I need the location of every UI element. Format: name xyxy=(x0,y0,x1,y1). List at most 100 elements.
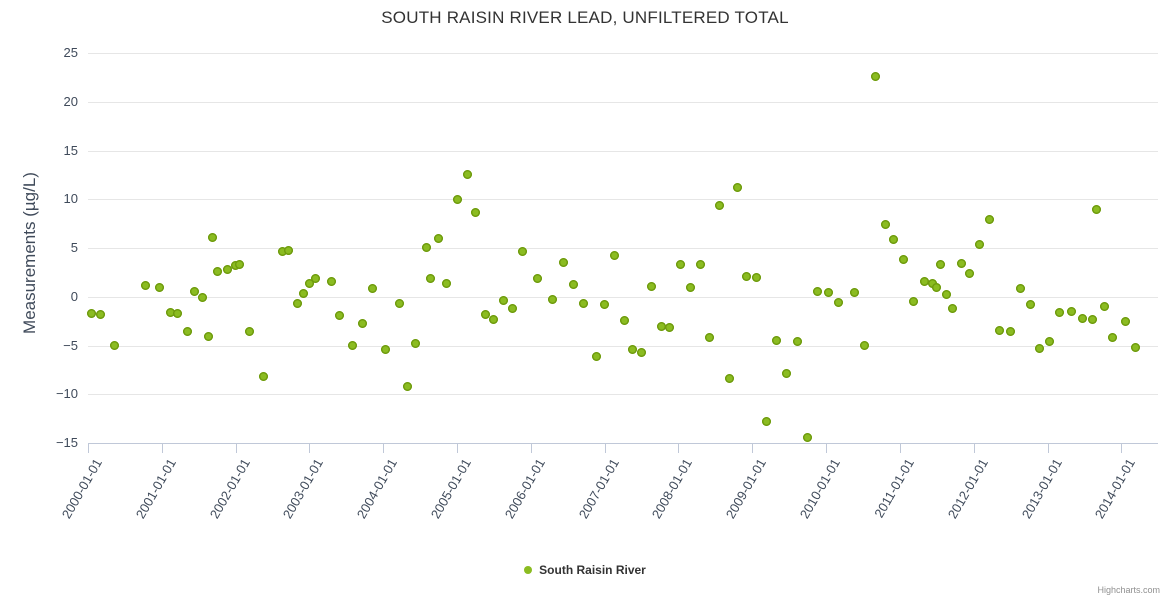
scatter-point[interactable] xyxy=(628,344,638,354)
scatter-point[interactable] xyxy=(480,309,490,319)
scatter-point[interactable] xyxy=(909,297,919,307)
scatter-point[interactable] xyxy=(259,372,269,382)
scatter-point[interactable] xyxy=(591,351,601,361)
scatter-point[interactable] xyxy=(173,308,183,318)
scatter-point[interactable] xyxy=(935,260,945,270)
scatter-point[interactable] xyxy=(714,200,724,210)
scatter-point[interactable] xyxy=(189,287,199,297)
scatter-point[interactable] xyxy=(1026,300,1036,310)
scatter-point[interactable] xyxy=(636,347,646,357)
scatter-point[interactable] xyxy=(532,273,542,283)
scatter-point[interactable] xyxy=(860,341,870,350)
scatter-point[interactable] xyxy=(1120,316,1130,326)
scatter-point[interactable] xyxy=(411,339,421,349)
scatter-point[interactable] xyxy=(932,282,942,292)
scatter-point[interactable] xyxy=(403,381,413,391)
scatter-point[interactable] xyxy=(833,298,843,308)
scatter-point[interactable] xyxy=(1005,327,1015,337)
scatter-point[interactable] xyxy=(761,417,771,427)
scatter-point[interactable] xyxy=(244,327,254,337)
scatter-point[interactable] xyxy=(600,300,610,310)
scatter-point[interactable] xyxy=(1130,342,1140,352)
scatter-point[interactable] xyxy=(646,281,656,291)
scatter-point[interactable] xyxy=(675,260,685,270)
scatter-point[interactable] xyxy=(792,337,802,347)
scatter-point[interactable] xyxy=(751,272,761,282)
scatter-point[interactable] xyxy=(434,233,444,243)
scatter-point[interactable] xyxy=(942,290,952,300)
plot-area[interactable] xyxy=(87,53,1158,444)
scatter-point[interactable] xyxy=(298,289,308,299)
scatter-point[interactable] xyxy=(686,283,696,293)
scatter-point[interactable] xyxy=(823,288,833,298)
scatter-point[interactable] xyxy=(803,432,813,442)
scatter-point[interactable] xyxy=(665,323,675,333)
scatter-point[interactable] xyxy=(1092,205,1102,215)
scatter-point[interactable] xyxy=(182,327,192,337)
scatter-point[interactable] xyxy=(507,303,517,313)
scatter-point[interactable] xyxy=(956,259,966,269)
scatter-point[interactable] xyxy=(569,279,579,289)
scatter-point[interactable] xyxy=(741,271,751,281)
scatter-point[interactable] xyxy=(964,268,974,278)
scatter-point[interactable] xyxy=(1108,333,1118,343)
scatter-point[interactable] xyxy=(696,260,706,270)
scatter-point[interactable] xyxy=(880,220,890,230)
scatter-point[interactable] xyxy=(277,247,287,257)
scatter-point[interactable] xyxy=(155,282,165,292)
scatter-point[interactable] xyxy=(1077,313,1087,323)
scatter-point[interactable] xyxy=(899,255,909,265)
legend-item-south-raisin-river[interactable]: South Raisin River xyxy=(524,562,646,577)
scatter-point[interactable] xyxy=(380,344,390,354)
scatter-point[interactable] xyxy=(499,296,509,306)
scatter-point[interactable] xyxy=(292,299,302,309)
scatter-point[interactable] xyxy=(109,341,119,350)
scatter-point[interactable] xyxy=(335,310,345,320)
scatter-point[interactable] xyxy=(1044,337,1054,347)
scatter-point[interactable] xyxy=(985,215,995,225)
scatter-point[interactable] xyxy=(452,194,462,204)
scatter-point[interactable] xyxy=(733,183,743,193)
scatter-point[interactable] xyxy=(470,208,480,218)
scatter-point[interactable] xyxy=(222,264,232,274)
scatter-point[interactable] xyxy=(579,299,589,309)
scatter-point[interactable] xyxy=(558,258,568,268)
scatter-point[interactable] xyxy=(357,318,367,328)
scatter-point[interactable] xyxy=(782,369,792,379)
scatter-point[interactable] xyxy=(849,288,859,298)
scatter-point[interactable] xyxy=(368,284,378,294)
scatter-point[interactable] xyxy=(975,239,985,249)
scatter-point[interactable] xyxy=(327,276,336,286)
scatter-point[interactable] xyxy=(165,307,175,317)
scatter-point[interactable] xyxy=(489,314,499,324)
scatter-point[interactable] xyxy=(197,293,207,303)
scatter-point[interactable] xyxy=(95,309,105,319)
scatter-point[interactable] xyxy=(204,332,214,342)
scatter-point[interactable] xyxy=(304,278,314,288)
scatter-point[interactable] xyxy=(1016,284,1026,294)
scatter-point[interactable] xyxy=(772,336,782,346)
scatter-point[interactable] xyxy=(1055,307,1065,317)
scatter-point[interactable] xyxy=(517,247,527,257)
scatter-point[interactable] xyxy=(1067,306,1077,316)
scatter-point[interactable] xyxy=(927,278,937,288)
scatter-point[interactable] xyxy=(919,276,929,286)
scatter-point[interactable] xyxy=(813,287,823,297)
scatter-point[interactable] xyxy=(212,266,222,276)
scatter-point[interactable] xyxy=(1100,302,1110,311)
scatter-point[interactable] xyxy=(1087,314,1097,324)
scatter-point[interactable] xyxy=(394,299,404,309)
scatter-point[interactable] xyxy=(442,278,452,288)
scatter-point[interactable] xyxy=(347,341,357,350)
scatter-point[interactable] xyxy=(284,246,294,256)
scatter-point[interactable] xyxy=(1034,343,1044,353)
scatter-point[interactable] xyxy=(235,260,245,270)
scatter-point[interactable] xyxy=(425,273,435,283)
scatter-point[interactable] xyxy=(140,280,150,290)
scatter-point[interactable] xyxy=(87,308,97,318)
scatter-point[interactable] xyxy=(657,322,667,332)
scatter-point[interactable] xyxy=(948,303,958,313)
scatter-point[interactable] xyxy=(462,170,472,180)
scatter-point[interactable] xyxy=(889,234,899,244)
scatter-point[interactable] xyxy=(208,232,218,242)
